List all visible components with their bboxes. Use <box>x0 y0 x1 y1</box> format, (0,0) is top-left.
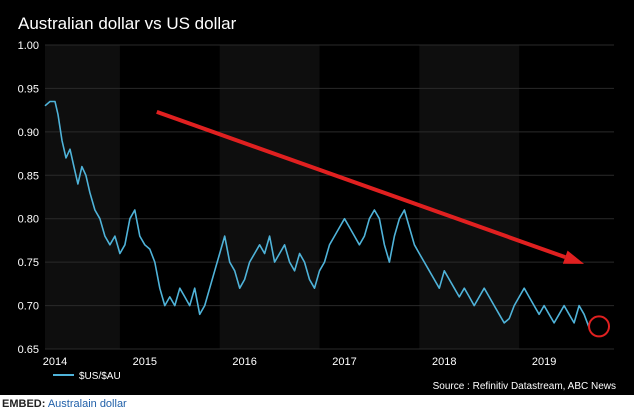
chart-title: Australian dollar vs US dollar <box>18 14 237 33</box>
embed-link[interactable]: Australain dollar <box>47 398 127 410</box>
year-band <box>219 45 320 349</box>
year-band <box>419 45 520 349</box>
x-tick-label: 2019 <box>532 356 556 368</box>
y-tick-label: 0.80 <box>18 214 39 226</box>
embed-label: EMBED: <box>2 398 46 410</box>
y-tick-label: 0.75 <box>18 257 39 269</box>
y-tick-label: 0.70 <box>18 301 39 313</box>
chart-svg: 1.00 0.95 0.90 0.85 0.80 0.75 0.70 0.65 2014 2015… <box>18 40 616 392</box>
highlight-circle <box>588 315 611 338</box>
x-tick-label: 2017 <box>332 356 356 368</box>
series-line-usd-aud <box>44 100 590 328</box>
y-tick-label: 0.95 <box>18 83 39 95</box>
y-tick-label: 0.65 <box>18 344 39 356</box>
x-tick-label: 2016 <box>232 356 256 368</box>
legend-label: $US/$AU <box>79 371 121 382</box>
trend-arrow-shaft <box>156 109 566 260</box>
y-tick-label: 0.90 <box>18 127 39 139</box>
year-band <box>45 45 120 349</box>
x-tick-label: 2014 <box>43 356 67 368</box>
y-tick-label: 1.00 <box>18 40 39 52</box>
source-note: Source : Refinitiv Datastream, ABC News <box>433 381 616 392</box>
trend-arrow-head <box>562 250 585 264</box>
x-tick-label: 2015 <box>133 356 157 368</box>
x-tick-label: 2018 <box>432 356 456 368</box>
embed-caption: EMBED: Australain dollar <box>2 398 127 410</box>
y-tick-label: 0.85 <box>18 170 39 182</box>
